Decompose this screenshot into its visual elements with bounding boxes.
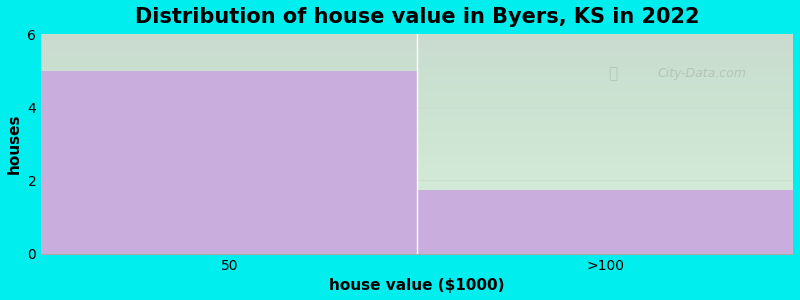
X-axis label: house value ($1000): house value ($1000)	[330, 278, 505, 293]
Title: Distribution of house value in Byers, KS in 2022: Distribution of house value in Byers, KS…	[135, 7, 699, 27]
Bar	[42, 71, 417, 254]
Text: Ⓢ: Ⓢ	[608, 66, 617, 81]
Bar	[417, 190, 793, 254]
Y-axis label: houses: houses	[7, 114, 22, 174]
Text: City-Data.com: City-Data.com	[658, 67, 746, 80]
